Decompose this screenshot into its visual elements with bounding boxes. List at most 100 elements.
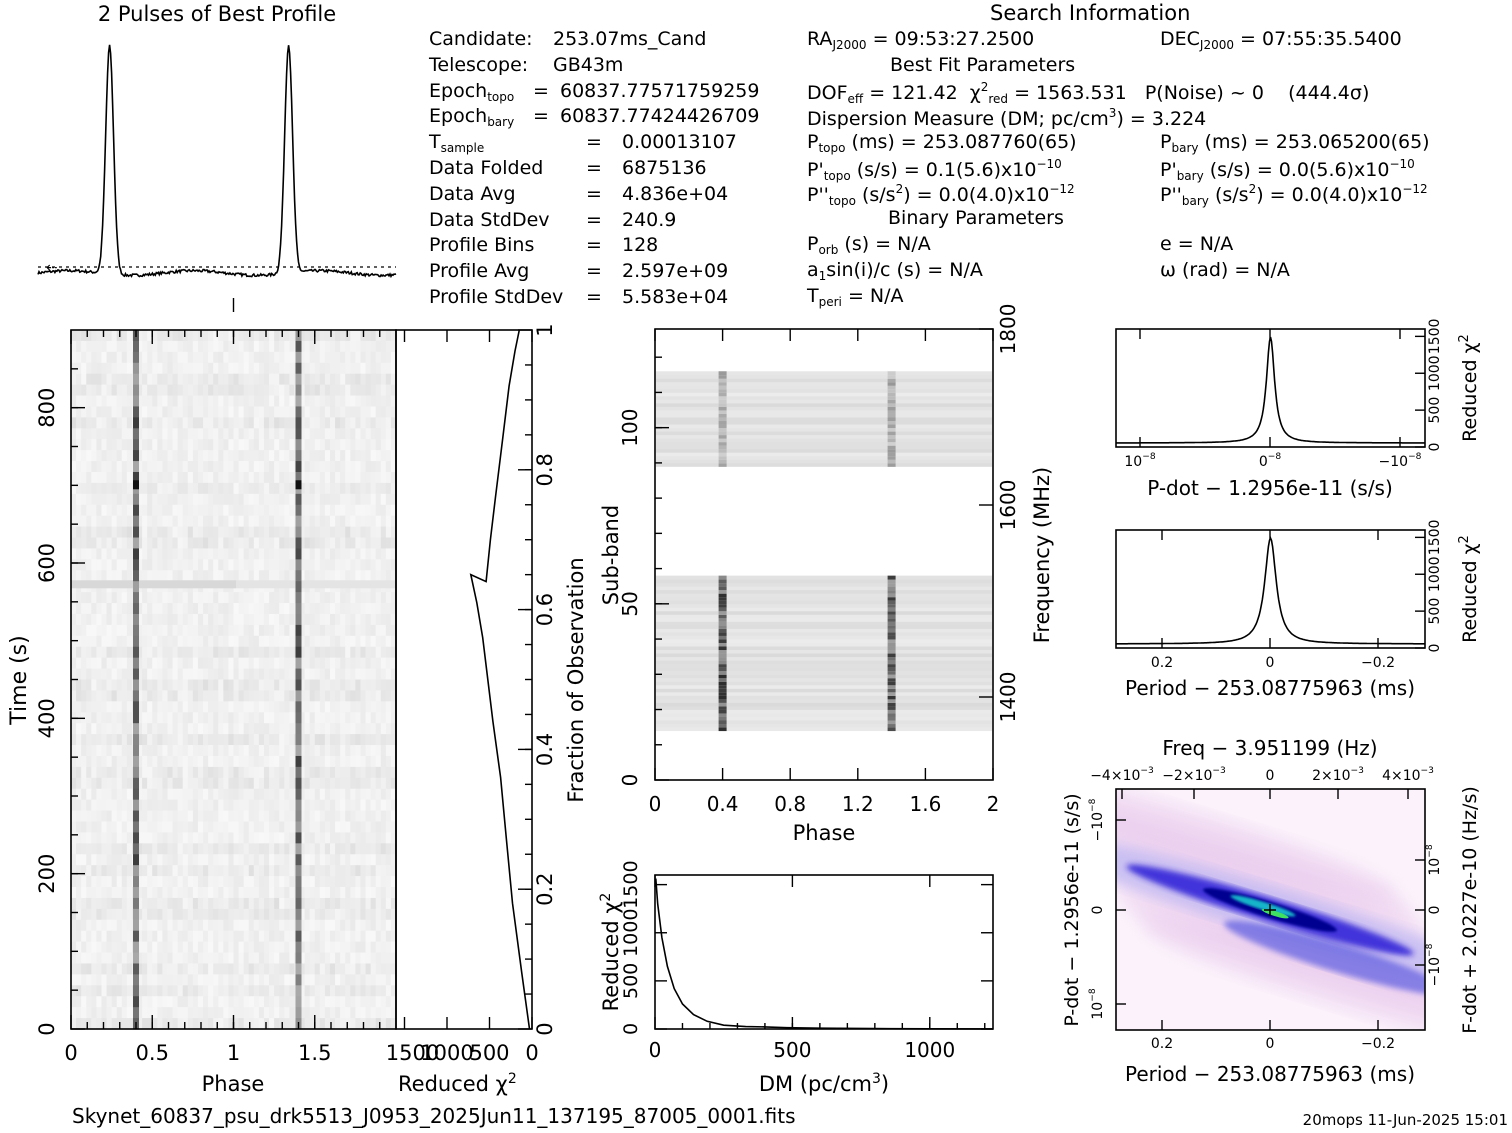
heat-cell — [137, 985, 143, 997]
heat-cell — [329, 559, 336, 571]
subband-row — [656, 706, 992, 710]
heat-cell — [390, 395, 397, 408]
heat-cell — [187, 624, 194, 637]
subband-row — [656, 677, 992, 682]
heat-cell — [192, 963, 199, 975]
heat-cell — [228, 865, 235, 877]
heat-cell — [319, 974, 326, 986]
heat-cell — [91, 876, 97, 888]
heat-cell — [86, 952, 92, 965]
heat-cell — [91, 646, 97, 659]
heat-cell — [157, 570, 164, 582]
heat-cell — [81, 537, 87, 550]
heat-cell — [253, 777, 260, 790]
heat-cell — [375, 952, 382, 965]
heat-cell — [238, 373, 245, 386]
heat-cell — [243, 974, 250, 986]
heat-cell — [370, 963, 377, 975]
heat-cell — [208, 537, 214, 550]
heat-cell — [86, 493, 92, 506]
heat-cell — [263, 919, 270, 932]
heat-cell — [329, 657, 336, 670]
heat-cell — [284, 952, 290, 965]
heat-cell — [365, 810, 372, 823]
heat-cell — [152, 362, 158, 375]
heat-cell — [324, 461, 331, 473]
heat-cell — [238, 559, 245, 571]
info-label: Data Avg — [429, 182, 516, 205]
pulse-cell — [133, 821, 139, 834]
heat-cell — [126, 395, 133, 408]
heat-cell — [360, 908, 367, 921]
heat-cell — [329, 854, 336, 866]
heat-cell — [370, 417, 377, 429]
heat-cell — [106, 788, 113, 801]
heat-cell — [147, 897, 153, 910]
heat-cell — [228, 712, 235, 724]
heat-cell — [340, 679, 346, 692]
heat-cell — [228, 384, 235, 397]
heat-cell — [116, 876, 123, 888]
heat-cell — [172, 482, 179, 495]
heat-cell — [142, 373, 148, 386]
heat-cell — [304, 908, 311, 921]
heat-cell — [152, 384, 158, 397]
heat-cell — [304, 330, 311, 342]
heat-cell — [126, 537, 133, 550]
heat-cell — [385, 340, 392, 353]
heat-cell — [340, 351, 346, 364]
heat-cell — [223, 985, 230, 997]
heat-cell — [269, 690, 275, 702]
heat-cell — [147, 384, 153, 397]
heat-cell — [253, 908, 260, 921]
heat-cell — [71, 734, 77, 746]
heat-cell — [187, 362, 194, 375]
heat-cell — [96, 865, 103, 877]
heat-cell — [390, 755, 397, 768]
heat-cell — [213, 821, 219, 834]
heat-cell — [228, 624, 235, 637]
heat-cell — [96, 395, 103, 408]
heat-cell — [142, 985, 148, 997]
heat-cell — [111, 493, 118, 506]
heat-cell — [187, 537, 194, 550]
heat-cell — [284, 810, 290, 823]
heat-cell — [289, 330, 296, 342]
heat-cell — [279, 690, 285, 702]
heat-cell — [258, 624, 265, 637]
heat-cell — [208, 712, 214, 724]
heat-cell — [350, 766, 356, 779]
heat-cell — [269, 624, 275, 637]
heat-cell — [116, 701, 123, 713]
heat-cell — [172, 624, 179, 637]
heat-cell — [289, 613, 296, 626]
subband-row — [656, 688, 992, 693]
heat-cell — [157, 897, 164, 910]
heat-cell — [309, 384, 316, 397]
heat-cell — [390, 887, 397, 899]
heat-cell — [233, 843, 240, 855]
heat-cell — [203, 832, 209, 844]
heat-cell — [284, 996, 290, 1008]
heat-cell — [172, 1007, 179, 1019]
heat-cell — [162, 734, 169, 746]
heat-cell — [304, 876, 311, 888]
heat-cell — [223, 996, 230, 1008]
heat-cell — [152, 897, 158, 910]
heat-cell — [324, 330, 331, 342]
heat-cell — [279, 897, 285, 910]
time-axis-label: Time (s) — [7, 635, 32, 725]
heat-cell — [304, 351, 311, 364]
heat-cell — [86, 679, 92, 692]
heat-cell — [304, 624, 311, 637]
heat-cell — [76, 395, 82, 408]
subband-pulse — [718, 371, 727, 376]
heat-cell — [263, 417, 270, 429]
heat-cell — [157, 1007, 164, 1019]
subband-row — [656, 621, 992, 626]
heat-cell — [197, 613, 204, 626]
heat-cell — [152, 537, 158, 550]
heat-cell — [350, 417, 356, 429]
heat-cell — [157, 832, 164, 844]
heat-cell — [360, 788, 367, 801]
